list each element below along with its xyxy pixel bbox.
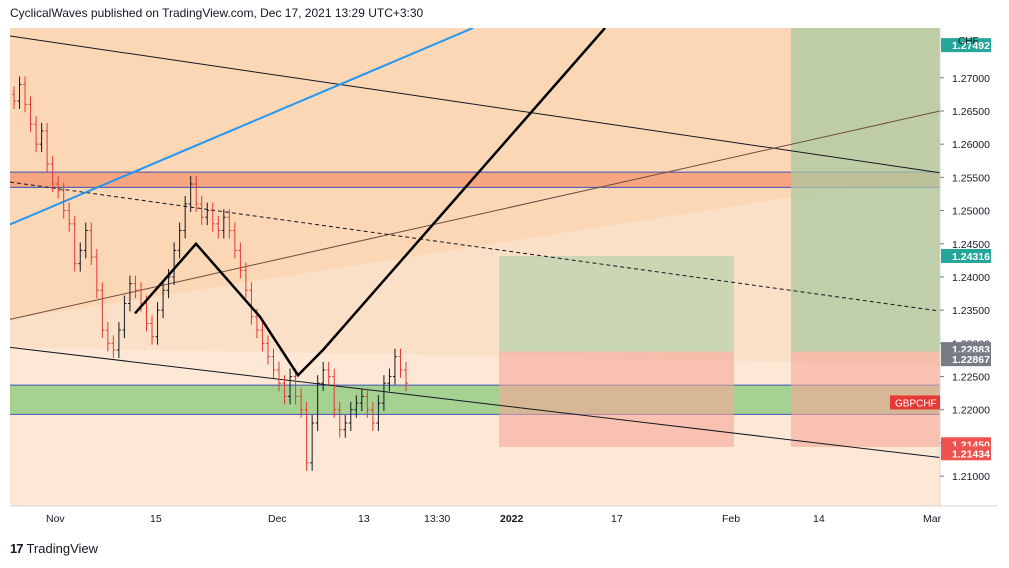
y-tick-label: 1.27000	[952, 73, 990, 85]
price-label: 1.27492	[952, 40, 990, 52]
price-label: 1.21434	[952, 448, 990, 460]
y-tick-label: 1.21000	[952, 471, 990, 483]
y-tick-label: 1.26500	[952, 106, 990, 118]
projection-path	[134, 28, 606, 378]
tradingview-logo-icon: 17	[10, 541, 24, 556]
time-axis	[10, 506, 998, 532]
stop-box-1	[499, 351, 734, 447]
y-tick-label: 1.24500	[952, 239, 990, 251]
lower-trendline	[10, 346, 941, 459]
x-tick-label: 14	[813, 513, 825, 525]
price-label-box	[941, 248, 991, 263]
y-tick-label: 1.25500	[952, 172, 990, 184]
x-tick-label: Feb	[722, 513, 740, 525]
x-tick-label: 2022	[500, 513, 524, 525]
y-tick-label: 1.24000	[952, 272, 990, 284]
x-tick-label: Nov	[46, 513, 65, 525]
price-label: 1.22867	[952, 354, 990, 366]
x-tick-label: 15	[150, 513, 162, 525]
price-label-box	[941, 38, 991, 53]
y-tick-label: 1.25000	[952, 206, 990, 218]
rising-trendline	[10, 110, 941, 320]
brand-label: TradingView	[26, 541, 99, 556]
price-chart[interactable]: 1.27000 1.26500 1.26000 1.25500 1.25000 1.245…	[10, 28, 998, 532]
price-label-box	[941, 446, 991, 461]
demand-zone	[10, 385, 940, 415]
chart-area[interactable]: 1.27000 1.26500 1.26000 1.25500 1.25000 1.245…	[10, 28, 998, 532]
symbol-badge	[890, 395, 940, 410]
price-label-box	[941, 352, 991, 367]
publish-info: CyclicalWaves published on TradingView.c…	[10, 6, 424, 20]
y-tick-label: 1.22000	[952, 405, 990, 417]
x-tick-label: Mar	[923, 513, 942, 525]
tradingview-footer: 17 TradingView	[10, 541, 98, 556]
x-tick-label: Dec	[268, 513, 287, 525]
upper-trendline	[10, 35, 941, 174]
x-tick-label: 13:30	[424, 513, 450, 525]
y-tick-label: 1.22500	[952, 372, 990, 384]
x-tick-label: 17	[611, 513, 623, 525]
blue-trendline	[10, 28, 474, 226]
dashed-midline	[10, 181, 939, 312]
symbol-label: GBPCHF	[895, 398, 937, 409]
y-tick-label: 1.23500	[952, 305, 990, 317]
supply-zone	[10, 172, 940, 188]
y-tick-label: 1.26000	[952, 139, 990, 151]
x-tick-label: 13	[358, 513, 370, 525]
price-label: 1.24316	[952, 251, 990, 263]
target-box-1	[499, 255, 734, 352]
currency-label: CHF	[958, 36, 979, 47]
target-box-2	[791, 28, 940, 352]
